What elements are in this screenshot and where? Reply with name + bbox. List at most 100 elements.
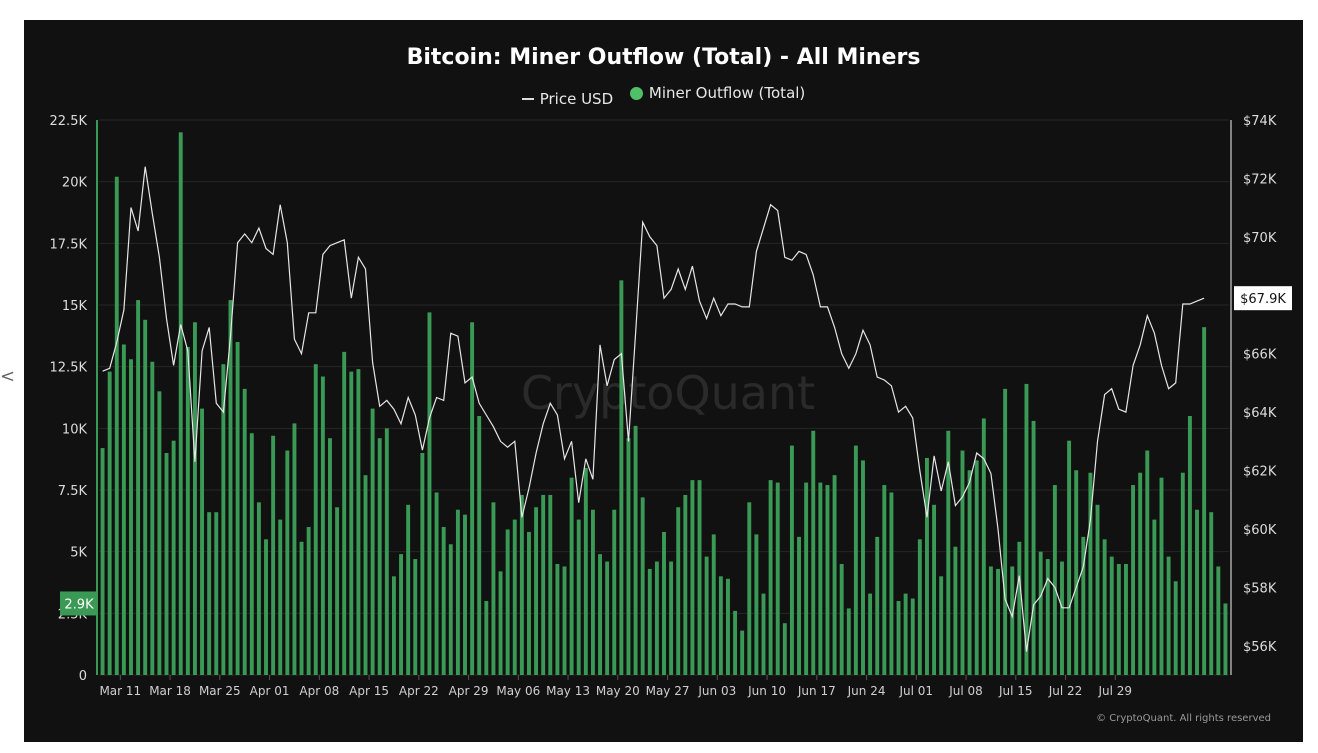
x-tick-label: Jun 17 <box>797 684 836 698</box>
outflow-bar <box>328 438 332 675</box>
outflow-bar <box>981 418 986 675</box>
chart-title: Bitcoin: Miner Outflow (Total) - All Min… <box>406 45 921 70</box>
outflow-bar <box>1088 472 1093 675</box>
legend-item-outflow[interactable]: Miner Outflow (Total) <box>629 84 805 102</box>
outflow-bar <box>1173 581 1178 675</box>
outflow-bar <box>157 391 162 675</box>
prev-arrow[interactable]: < <box>0 366 16 387</box>
outflow-bar <box>889 492 894 675</box>
legend-item-price[interactable]: Price USD <box>521 90 613 108</box>
x-tick-label: May 20 <box>596 684 640 698</box>
outflow-bar <box>420 453 425 675</box>
outflow-bar <box>1010 566 1015 675</box>
x-tick-label: May 27 <box>646 684 690 698</box>
x-tick-label: Jun 10 <box>747 684 786 698</box>
x-tick-label: May 06 <box>496 684 540 698</box>
y-left-tick-label: 0 <box>79 669 87 684</box>
outflow-bar <box>285 450 290 675</box>
outflow-bar <box>434 492 439 675</box>
x-tick-label: Mar 25 <box>199 684 241 698</box>
outflow-bar <box>1095 504 1100 675</box>
outflow-bar <box>555 564 560 675</box>
outflow-bar <box>477 416 482 675</box>
outflow-bar <box>633 425 638 675</box>
outflow-bar <box>875 536 880 675</box>
outflow-bar <box>598 554 602 675</box>
outflow-bar <box>1067 440 1072 675</box>
outflow-bar <box>463 514 467 675</box>
outflow-bar <box>896 601 901 675</box>
watermark: CryptoQuant <box>520 366 816 420</box>
outflow-bar <box>711 534 716 675</box>
outflow-bar <box>143 319 148 675</box>
outflow-bar <box>107 371 112 675</box>
outflow-bar <box>654 561 659 675</box>
outflow-bar <box>505 529 510 675</box>
x-tick-label: Mar 11 <box>99 684 141 698</box>
outflow-bar <box>1195 509 1199 675</box>
outflow-bar <box>242 388 247 675</box>
x-tick-label: Jul 15 <box>998 684 1033 698</box>
outflow-bar <box>384 428 389 675</box>
outflow-bar <box>726 578 730 675</box>
outflow-bar <box>861 460 865 675</box>
x-tick-label: Apr 29 <box>449 684 489 698</box>
outflow-bar <box>733 610 738 675</box>
outflow-bar <box>548 494 553 675</box>
outflow-bar <box>1123 564 1128 675</box>
outflow-bar <box>1223 603 1228 675</box>
outflow-bar <box>797 536 801 675</box>
y-left-tick-label: 22.5K <box>50 114 88 129</box>
outflow-bar <box>1045 559 1050 675</box>
x-tick-label: May 13 <box>546 684 590 698</box>
outflow-bar <box>271 435 276 675</box>
outflow-bar <box>200 408 205 675</box>
x-tick-label: Jun 03 <box>697 684 736 698</box>
outflow-bar <box>697 480 702 675</box>
current-price-label: $67.9K <box>1240 292 1286 307</box>
y-left-tick-label: 10K <box>62 422 88 437</box>
outflow-bar <box>988 566 993 675</box>
outflow-bar <box>1038 551 1043 675</box>
y-right-tick-label: $64K <box>1243 406 1277 421</box>
outflow-bar <box>825 485 830 675</box>
outflow-bar <box>953 546 958 675</box>
outflow-bar <box>164 453 169 675</box>
outflow-bar <box>370 408 375 675</box>
outflow-bar <box>335 507 340 675</box>
outflow-bar <box>583 467 588 675</box>
outflow-bar <box>647 568 652 675</box>
outflow-bar <box>669 561 674 675</box>
y-right-tick-label: $62K <box>1243 465 1277 480</box>
outflow-bar <box>1209 512 1214 675</box>
outflow-bar <box>690 480 695 675</box>
y-right-tick-label: $56K <box>1243 640 1277 655</box>
legend: Price USD Miner Outflow (Total) <box>24 84 1303 108</box>
outflow-bar <box>846 608 851 675</box>
outflow-bar <box>391 576 396 675</box>
x-tick-label: Mar 18 <box>149 684 191 698</box>
outflow-bar <box>512 519 517 675</box>
outflow-bar <box>214 512 219 675</box>
outflow-bar <box>455 509 460 675</box>
outflow-bar <box>782 623 787 675</box>
outflow-bar <box>910 598 915 675</box>
outflow-bar <box>114 176 119 675</box>
outflow-bar <box>612 509 617 675</box>
outflow-bar <box>1060 561 1064 675</box>
outflow-bar <box>619 280 624 675</box>
outflow-bar <box>484 601 489 675</box>
outflow-bar <box>313 364 318 675</box>
outflow-bar <box>1116 564 1121 675</box>
outflow-bar <box>527 531 531 675</box>
outflow-bar <box>185 346 190 675</box>
outflow-bar <box>470 322 475 675</box>
outflow-bar <box>1052 485 1057 675</box>
outflow-bar <box>640 497 645 675</box>
price-line-icon <box>521 98 534 100</box>
x-tick-label: Apr 01 <box>250 684 290 698</box>
outflow-bar <box>1081 536 1086 675</box>
outflow-bar <box>150 361 155 675</box>
outflow-bar <box>264 539 268 675</box>
x-tick-label: Apr 22 <box>399 684 439 698</box>
